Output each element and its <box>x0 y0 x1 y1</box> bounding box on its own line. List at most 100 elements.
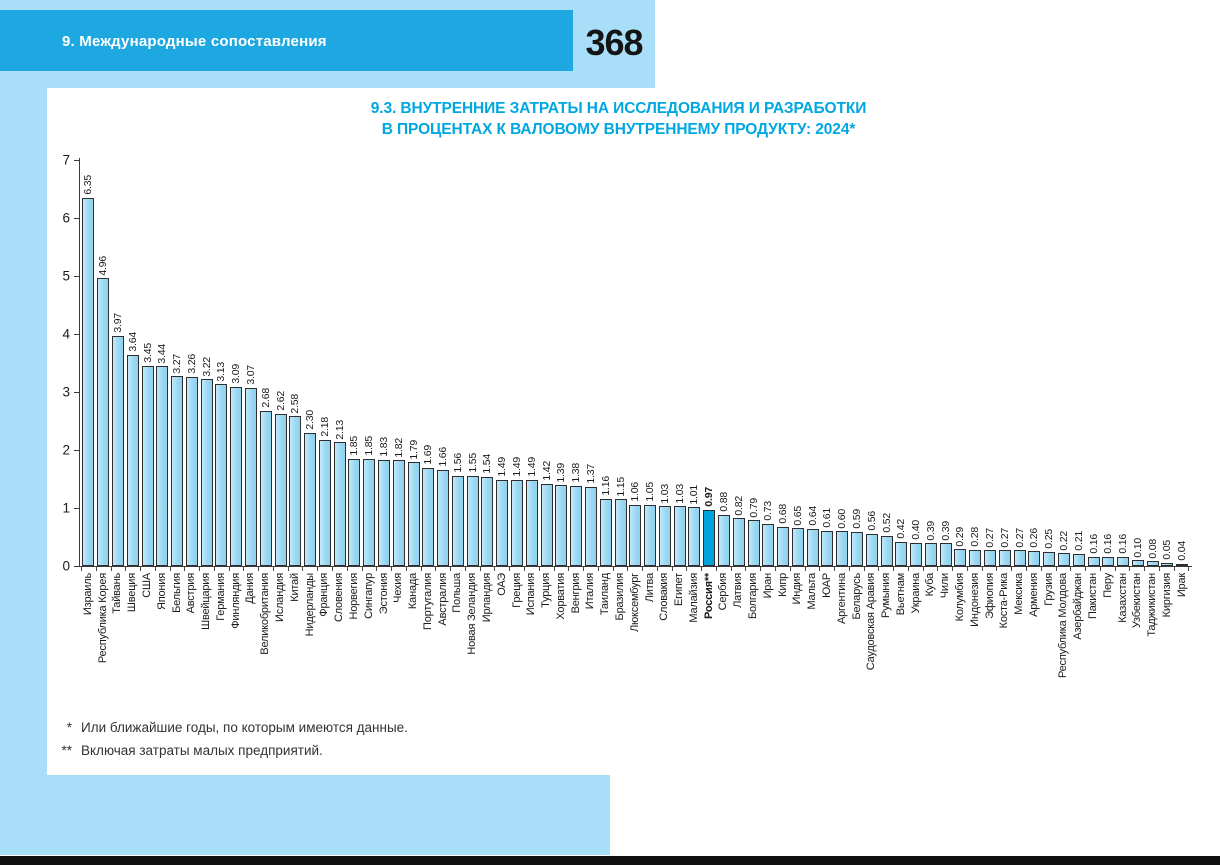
x-axis-tick-mark <box>156 567 171 571</box>
chart-title-line-2: В ПРОЦЕНТАХ К ВАЛОВОМУ ВНУТРЕННЕМУ ПРОДУ… <box>381 121 856 138</box>
category-label: ЮАР <box>820 573 833 598</box>
bar-slot: 1.42 <box>539 160 554 566</box>
bar-slot: 2.30 <box>303 160 318 566</box>
category-label-cell: Австрия <box>184 573 199 703</box>
x-axis-tick-mark <box>185 567 201 571</box>
bar-slot: 1.55 <box>465 160 480 566</box>
footnote-2: ** Включая затраты малых предприятий. <box>47 739 408 762</box>
footnote-1-text: Или ближайшие годы, по которым имеются д… <box>81 720 408 735</box>
bar-value-label: 0.16 <box>1102 534 1115 554</box>
bar-value-label: 0.05 <box>1161 540 1174 561</box>
bar <box>422 467 435 566</box>
bar-value-label: 0.64 <box>806 506 819 526</box>
footnotes: * Или ближайшие годы, по которым имеются… <box>47 716 408 762</box>
bar <box>584 486 597 566</box>
bar-slot: 1.69 <box>421 160 436 566</box>
x-axis-tick-mark <box>1042 567 1057 571</box>
bar <box>289 416 302 566</box>
category-label-cell: ЮАР <box>820 573 835 703</box>
bar-slot: 0.16 <box>1116 160 1131 566</box>
bar <box>466 476 479 566</box>
bar-slot: 1.03 <box>657 160 672 566</box>
category-label-cell: Испания <box>524 573 539 703</box>
category-label: Исландия <box>274 573 287 622</box>
bar-value-label: 1.54 <box>481 454 494 474</box>
x-axis-tick-mark <box>924 567 939 571</box>
x-axis-tick-mark <box>1116 567 1131 571</box>
bar <box>215 384 228 566</box>
bar-value-label: 0.59 <box>850 509 863 529</box>
y-axis-tick-label: 7 <box>62 152 70 168</box>
category-label-cell: Армения <box>1027 573 1042 703</box>
category-label-cell: Австралия <box>436 573 451 703</box>
footnote-2-text: Включая затраты малых предприятий. <box>81 743 323 758</box>
y-axis-tick-mark <box>74 218 79 219</box>
pale-blue-bottom-block <box>0 775 610 855</box>
x-axis-tick-mark <box>200 567 215 571</box>
bar-value-label: 1.05 <box>643 482 656 503</box>
category-label: Словакия <box>658 573 671 621</box>
bar-slot: 0.10 <box>1130 160 1145 566</box>
bar-value-label: 0.25 <box>1042 528 1055 549</box>
bar-value-label: 2.62 <box>274 391 287 412</box>
bar <box>363 458 376 566</box>
bar <box>880 535 893 566</box>
bar <box>1117 556 1130 566</box>
bar-slot: 1.39 <box>554 160 569 566</box>
x-axis-tick-mark <box>112 567 127 571</box>
bar <box>1043 551 1056 566</box>
x-axis-tick-mark <box>806 567 821 571</box>
footnote-1: * Или ближайшие годы, по которым имеются… <box>47 716 408 739</box>
bar <box>806 528 819 566</box>
category-label: Франция <box>318 573 331 617</box>
bar <box>185 376 198 566</box>
bar-value-label: 0.42 <box>895 519 908 539</box>
category-label: Республика Корея <box>96 573 109 664</box>
x-axis-tick-mark <box>628 567 644 571</box>
category-label: Таджикистан <box>1146 573 1159 637</box>
bar-slot: 0.27 <box>983 160 998 566</box>
bar <box>924 543 937 566</box>
category-label: Хорватия <box>554 573 567 620</box>
category-label: Канада <box>407 573 420 610</box>
category-label: Китай <box>288 573 301 602</box>
bar <box>171 376 184 566</box>
bar <box>732 518 745 566</box>
bar-slot: 3.07 <box>244 160 259 566</box>
x-axis-tick-mark <box>1160 567 1175 571</box>
x-axis-tick-mark <box>333 567 348 571</box>
category-label-cell: Египет <box>672 573 687 703</box>
bar-slot: 0.56 <box>864 160 879 566</box>
x-axis-tick-mark <box>481 567 496 571</box>
x-axis-tick-mark <box>1175 567 1190 571</box>
category-label: Венгрия <box>569 573 582 614</box>
bar-value-label: 1.69 <box>422 445 435 465</box>
category-label: Египет <box>673 573 686 607</box>
x-axis-tick-mark <box>643 567 658 571</box>
bar-slot: 1.66 <box>436 160 451 566</box>
bar-slot: 1.85 <box>347 160 362 566</box>
category-label: Индонезия <box>968 573 981 627</box>
category-label: Италия <box>584 573 597 610</box>
bar-slot: 2.13 <box>332 160 347 566</box>
category-label-cell: Республика Корея <box>96 573 111 703</box>
bar-slot: 0.40 <box>909 160 924 566</box>
x-axis-tick-mark <box>318 567 334 571</box>
x-axis-tick-mark <box>776 567 791 571</box>
bar-value-label: 2.18 <box>318 416 331 437</box>
x-axis-tick-mark <box>732 567 747 571</box>
x-axis-tick-mark <box>1027 567 1042 571</box>
bar <box>378 459 391 566</box>
bar-slot: 0.73 <box>761 160 776 566</box>
category-label: Турция <box>540 573 553 608</box>
bar <box>821 530 834 566</box>
bar-slot: 0.52 <box>879 160 894 566</box>
bar-slot: 3.09 <box>229 160 244 566</box>
category-label: Австралия <box>436 573 449 626</box>
bar <box>644 505 657 566</box>
x-axis-tick-mark <box>673 567 688 571</box>
category-label: Нидерланды <box>303 573 316 637</box>
bar-value-label: 6.35 <box>82 175 95 195</box>
category-label: Эстония <box>377 573 390 615</box>
bar-value-label: 0.88 <box>717 492 730 512</box>
